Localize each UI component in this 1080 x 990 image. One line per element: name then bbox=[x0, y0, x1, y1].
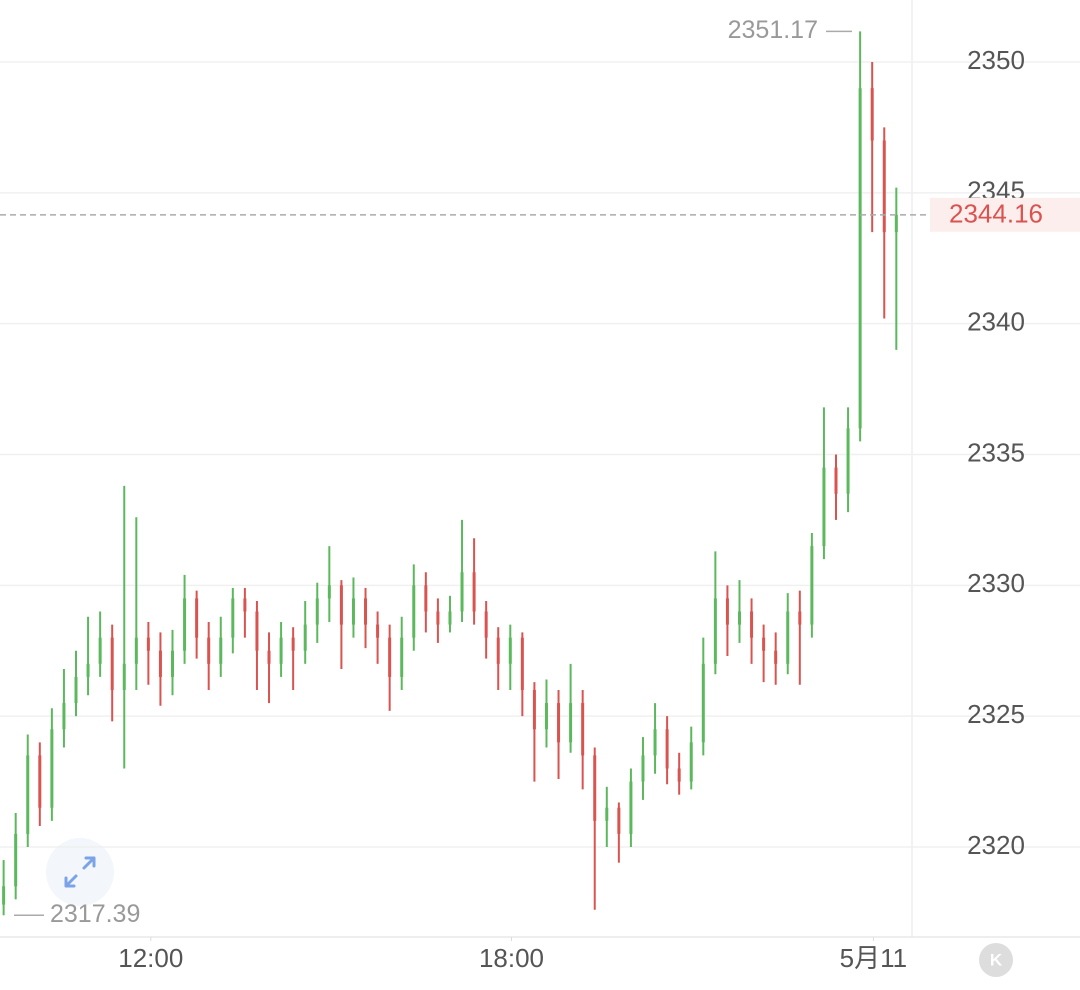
candle-body bbox=[894, 214, 898, 233]
candle-body bbox=[195, 598, 199, 638]
candle-body bbox=[255, 611, 259, 651]
candle-body bbox=[134, 637, 138, 664]
y-tick-label: 2340 bbox=[967, 307, 1025, 337]
candle-body bbox=[364, 598, 368, 625]
candle-body bbox=[858, 88, 862, 429]
candle-body bbox=[834, 467, 838, 494]
candle-body bbox=[496, 637, 500, 664]
candle-body bbox=[689, 742, 693, 782]
candle-body bbox=[351, 598, 355, 625]
candle-body bbox=[484, 611, 488, 638]
candle-body bbox=[532, 689, 536, 730]
candle-body bbox=[605, 807, 609, 821]
candle-body bbox=[122, 663, 126, 690]
candle-body bbox=[110, 637, 114, 690]
candle-body bbox=[424, 585, 428, 612]
candle-body bbox=[339, 585, 343, 625]
candle-body bbox=[412, 585, 416, 638]
candle-body bbox=[303, 624, 307, 651]
max-label: 2351.17 bbox=[728, 16, 818, 44]
candle-body bbox=[641, 755, 645, 782]
candle-body bbox=[882, 140, 886, 233]
candle-body bbox=[725, 598, 729, 625]
candle-body bbox=[701, 663, 705, 743]
candle-body bbox=[762, 637, 766, 651]
candle-body bbox=[50, 729, 54, 808]
y-tick-label: 2325 bbox=[967, 699, 1025, 729]
kline-button-bg[interactable] bbox=[979, 943, 1013, 977]
candle-body bbox=[327, 585, 331, 599]
x-tick-label: 12:00 bbox=[118, 943, 183, 973]
candle-body bbox=[520, 637, 524, 690]
candle-body bbox=[617, 807, 621, 834]
candle-body bbox=[38, 755, 42, 808]
x-tick-label: 5月11 bbox=[840, 943, 907, 973]
candle-body bbox=[677, 768, 681, 782]
candle-body bbox=[737, 611, 741, 625]
x-tick-label: 18:00 bbox=[479, 943, 544, 973]
expand-bg bbox=[46, 838, 114, 906]
candle-body bbox=[2, 886, 6, 905]
candle-body bbox=[14, 833, 18, 887]
candle-body bbox=[400, 637, 404, 677]
candle-body bbox=[786, 611, 790, 664]
candle-body bbox=[267, 650, 271, 664]
candle-body bbox=[448, 611, 452, 625]
candle-body bbox=[171, 650, 175, 677]
kline-button[interactable]: K bbox=[990, 950, 1003, 969]
candle-body bbox=[569, 703, 573, 743]
min-label: 2317.39 bbox=[50, 900, 140, 928]
candle-body bbox=[774, 650, 778, 664]
candle-body bbox=[86, 663, 90, 677]
candle-body bbox=[581, 703, 585, 756]
candle-body bbox=[846, 428, 850, 494]
candle-body bbox=[98, 637, 102, 664]
candle-body bbox=[798, 611, 802, 625]
candle-body bbox=[146, 637, 150, 651]
y-tick-label: 2335 bbox=[967, 437, 1025, 467]
candle-body bbox=[653, 729, 657, 756]
candle-body bbox=[376, 624, 380, 638]
candle-body bbox=[810, 546, 814, 625]
candle-body bbox=[388, 637, 392, 677]
expand-icon bbox=[64, 856, 96, 888]
candle-body bbox=[544, 703, 548, 730]
candle-body bbox=[557, 703, 561, 743]
candle-body bbox=[629, 781, 633, 834]
last-price-label: 2344.16 bbox=[949, 199, 1043, 229]
candle-body bbox=[231, 598, 235, 638]
expand-button[interactable] bbox=[46, 838, 114, 906]
candle-body bbox=[713, 598, 717, 664]
candle-body bbox=[593, 755, 597, 821]
candle-body bbox=[243, 598, 247, 612]
candle-body bbox=[665, 729, 669, 769]
candle-body bbox=[74, 676, 78, 704]
last-price-badge bbox=[930, 197, 1080, 232]
candle-body bbox=[291, 637, 295, 651]
candle-body bbox=[279, 637, 283, 664]
candle-body bbox=[219, 637, 223, 664]
candle-body bbox=[436, 611, 440, 625]
candle-body bbox=[472, 572, 476, 612]
y-tick-label: 2330 bbox=[967, 568, 1025, 598]
candle-body bbox=[62, 703, 66, 730]
y-tick-label: 2320 bbox=[967, 830, 1025, 860]
candle-body bbox=[207, 637, 211, 664]
candle-body bbox=[158, 650, 162, 677]
candle-body bbox=[508, 637, 512, 664]
candle-body bbox=[870, 88, 874, 141]
candle-body bbox=[315, 598, 319, 625]
candle-body bbox=[822, 467, 826, 547]
candle-body bbox=[183, 598, 187, 651]
candle-body bbox=[750, 611, 754, 638]
candle-body bbox=[460, 572, 464, 612]
y-tick-label: 2350 bbox=[967, 45, 1025, 75]
candle-body bbox=[26, 755, 30, 834]
